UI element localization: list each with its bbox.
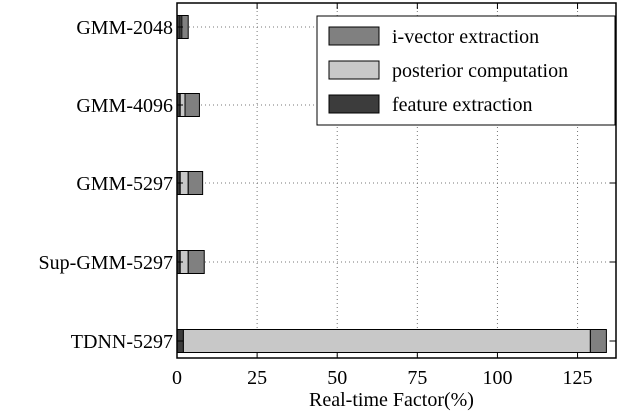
- legend-swatch: [328, 94, 380, 114]
- legend-label: posterior computation: [392, 60, 568, 82]
- legend-swatch: [328, 26, 380, 46]
- plot-area-frame: [176, 2, 617, 359]
- x-tick-label: 50: [327, 367, 347, 389]
- bar-segment-i-vector-extraction: [187, 171, 204, 195]
- x-tick-label: 125: [563, 367, 593, 389]
- y-tick-label: GMM-5297: [76, 173, 173, 195]
- bar-segment-i-vector-extraction: [184, 93, 200, 117]
- x-axis: 0 25 50 75 100 125: [172, 3, 593, 389]
- x-tick-label: 25: [247, 367, 267, 389]
- bar-segment-i-vector-extraction: [589, 329, 607, 353]
- y-tick-label: GMM-4096: [76, 95, 173, 117]
- legend-label: i-vector extraction: [392, 26, 539, 48]
- y-tick-label: GMM-2048: [76, 17, 173, 39]
- legend-swatch: [328, 60, 380, 80]
- bar-segment-i-vector-extraction: [187, 250, 205, 274]
- y-tick-label: TDNN-5297: [71, 331, 173, 353]
- x-tick-label: 0: [172, 367, 182, 389]
- y-tick-label: Sup-GMM-5297: [39, 252, 173, 274]
- legend-label: feature extraction: [392, 94, 532, 116]
- x-tick-label: 75: [407, 367, 427, 389]
- x-tick-label: 100: [482, 367, 512, 389]
- legend: i-vector extraction posterior computation…: [316, 15, 616, 126]
- bar-segment-posterior-computation: [182, 329, 591, 353]
- x-axis-label: Real-time Factor(%): [309, 389, 474, 411]
- y-axis: GMM-2048 GMM-4096 GMM-5297 Sup-GMM-5297 TDNN…: [39, 17, 616, 353]
